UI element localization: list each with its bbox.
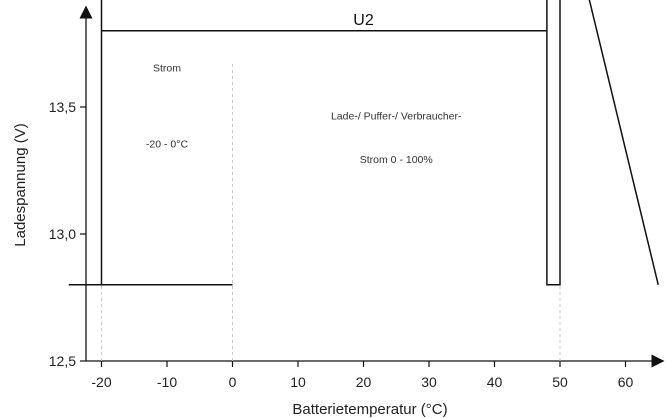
annotation-text: Lade-: [154, 0, 181, 1]
x-ticks: -20 -10 0 10 20 30 40 50 60: [91, 361, 633, 390]
annotation-text: -20 - 0°C: [146, 139, 189, 151]
x-tick-label: 40: [487, 374, 503, 390]
series-label-u2: U2: [353, 12, 374, 29]
x-tick-label: 10: [290, 374, 306, 390]
annotation-text: Strom 0 - 100%: [360, 154, 433, 166]
x-tick-label: 50: [552, 374, 568, 390]
annotation-text: Strom: [153, 62, 181, 74]
x-tick-label: 30: [421, 374, 437, 390]
y-tick-label: 13,5: [49, 99, 76, 115]
x-tick-label: 0: [229, 374, 237, 390]
x-tick-label: 60: [618, 374, 634, 390]
series-lines: U1U2: [101, 12, 547, 32]
x-tick-label: 20: [356, 374, 372, 390]
boundary-line: [68, 0, 103, 286]
reference-lines: [101, 62, 561, 361]
boundary-line: [546, 0, 659, 286]
y-tick-label: 12,5: [49, 353, 76, 369]
x-tick-label: -10: [157, 374, 177, 390]
x-axis-title: Batterietemperatur (°C): [292, 401, 447, 418]
y-axis-title: Ladespannung (V): [12, 123, 29, 246]
annotation-text: Lade-/ Puffer-/ Verbraucher-: [331, 111, 462, 123]
y-ticks: 12,513,013,514,014,515,0: [49, 99, 86, 369]
y-tick-label: 13,0: [49, 226, 76, 242]
boundary-lines: [68, 0, 659, 286]
x-tick-label: -20: [91, 374, 111, 390]
